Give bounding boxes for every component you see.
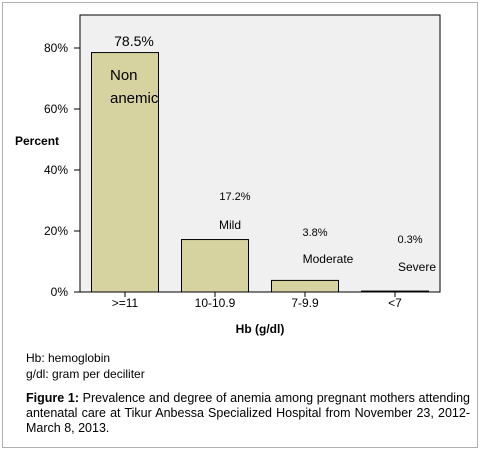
x-axis-label: Hb (g/dl) xyxy=(236,322,285,336)
x-tick-label: 7-9.9 xyxy=(291,296,319,310)
x-tick-label: >=11 xyxy=(112,296,139,310)
data-label: 17.2% xyxy=(219,191,250,203)
caption-label: Figure 1: xyxy=(26,391,79,405)
y-tick-label: 20% xyxy=(44,224,68,238)
y-tick-label: 0% xyxy=(51,285,69,299)
caption-text: Prevalence and degree of anemia among pr… xyxy=(26,391,470,435)
y-tick-label: 60% xyxy=(44,102,68,116)
figure-frame xyxy=(2,2,478,448)
note-hb: Hb: hemoglobin xyxy=(26,351,111,365)
y-tick-label: 40% xyxy=(44,163,68,177)
note-gdl: g/dl: gram per deciliter xyxy=(26,367,145,381)
x-tick-label: <7 xyxy=(388,296,402,310)
bar xyxy=(271,279,339,293)
bar-annotation: Severe xyxy=(398,260,436,274)
data-label: 78.5% xyxy=(114,33,154,49)
bar-annotation: Non xyxy=(110,67,138,84)
figure-caption: Figure 1: Prevalence and degree of anemi… xyxy=(26,391,470,436)
bar-chart: 0% 20% 40% 60% 80% Percent >=11 10-10.9 7-9.9 <7 7… xyxy=(15,14,441,336)
x-tick-label: 10-10.9 xyxy=(195,296,236,310)
bar-annotation: anemic xyxy=(110,90,159,107)
bar xyxy=(181,239,249,293)
data-label: 3.8% xyxy=(302,227,327,239)
figure-notes: Hb: hemoglobin g/dl: gram per deciliter xyxy=(26,350,145,382)
y-tick-label: 80% xyxy=(44,41,68,55)
data-label: 0.3% xyxy=(397,234,422,246)
bar xyxy=(91,52,159,293)
bar-annotation: Moderate xyxy=(303,252,354,266)
bar xyxy=(361,290,429,293)
bar-annotation: Mild xyxy=(219,218,241,232)
y-axis-label: Percent xyxy=(15,134,59,148)
